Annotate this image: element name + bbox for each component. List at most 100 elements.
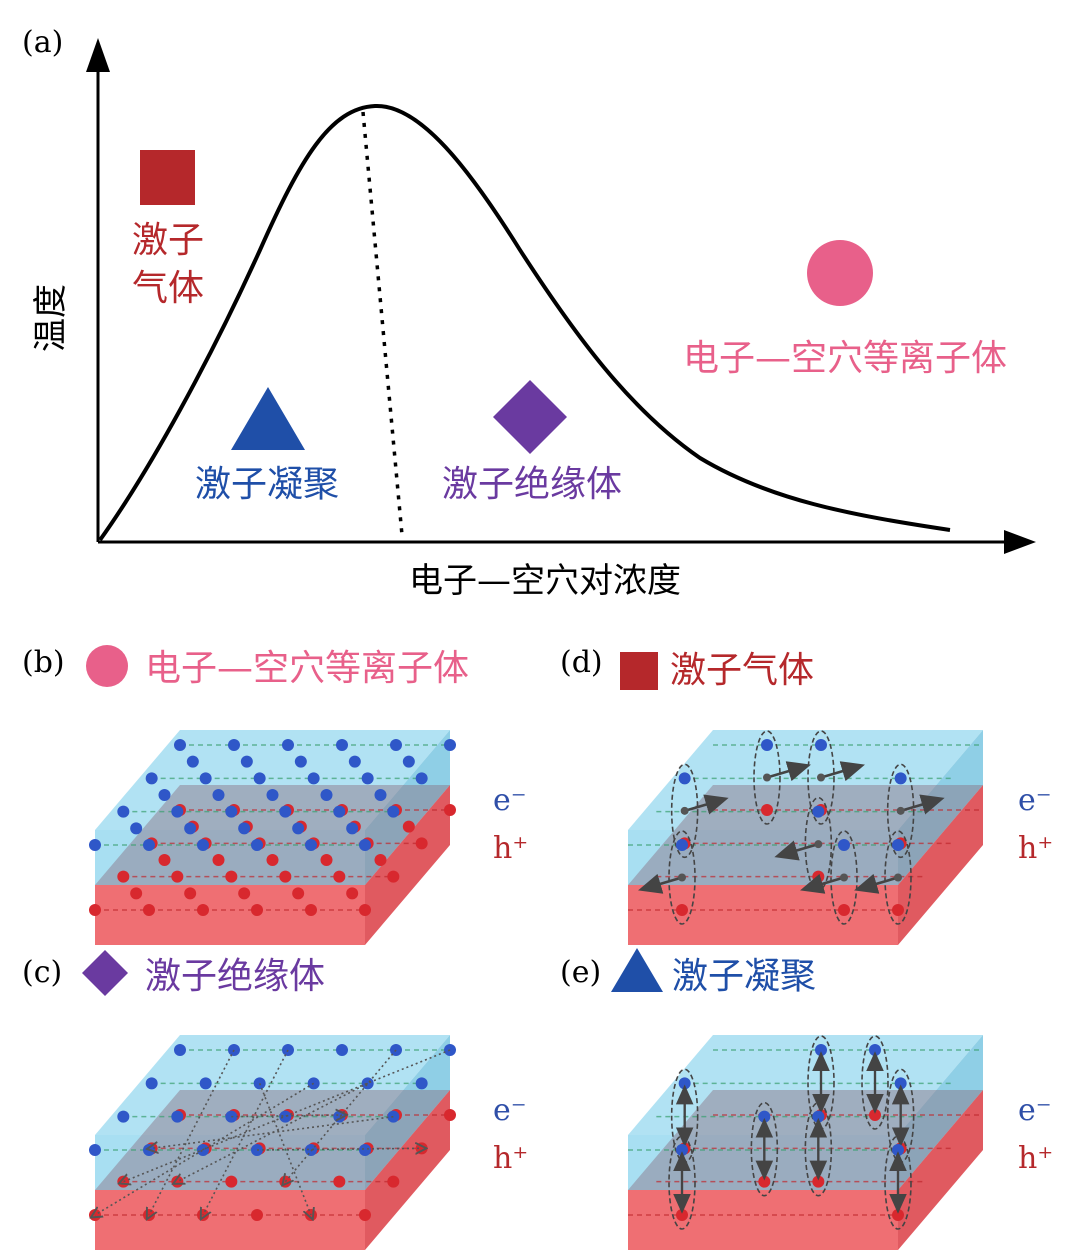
electron-dot <box>894 1077 907 1090</box>
hole-dot <box>444 804 456 816</box>
hole-dot <box>238 887 251 900</box>
electron-dot <box>346 822 359 835</box>
hole-layer-side <box>898 785 983 945</box>
exciton-ellipse <box>753 730 781 825</box>
hole-layer-front <box>628 885 898 945</box>
hole-dot <box>158 854 171 866</box>
hole-dot <box>444 1109 456 1121</box>
electron-dot <box>238 822 251 835</box>
exciton-ellipse <box>670 763 699 859</box>
hole-dot <box>225 870 238 883</box>
panel-c-diamond-icon <box>82 950 128 996</box>
hole-dot <box>225 1175 238 1188</box>
panel-b: (b) 电子—空穴等离子体 e⁻ h⁺ <box>22 645 528 945</box>
hole-dot <box>130 887 143 900</box>
electron-dot <box>145 1077 158 1090</box>
hole-dot <box>758 1175 771 1188</box>
exciton-ellipse <box>886 763 915 859</box>
y-axis-label: 温度 <box>31 284 71 352</box>
electron-dot <box>184 822 197 835</box>
electron-dot <box>305 839 317 851</box>
electron-dot <box>130 822 143 835</box>
motion-arrow <box>820 761 865 782</box>
electron-dot <box>892 1144 904 1156</box>
panel-d-electron-label: e⁻ <box>1018 783 1052 818</box>
electron-dot <box>89 839 101 851</box>
motion-arrow <box>854 873 899 894</box>
hole-dot <box>346 887 359 900</box>
hole-dot <box>838 904 850 916</box>
electron-dot <box>292 822 305 835</box>
motion-arrow <box>638 873 683 894</box>
exciton-ellipse <box>668 1135 696 1230</box>
electron-dot <box>892 839 904 851</box>
exciton-center-dot <box>896 806 905 815</box>
electron-dot <box>761 739 773 751</box>
interaction-arrow <box>152 1115 394 1149</box>
panel-e-bilayer-block <box>628 1035 983 1250</box>
electron-dot <box>415 772 428 785</box>
motion-arrow <box>766 761 811 782</box>
electron-dot <box>359 1144 371 1156</box>
electron-dot <box>171 805 184 818</box>
exciton-ellipse <box>884 1135 912 1230</box>
electron-dot <box>815 1044 827 1056</box>
exciton-ellipse <box>668 830 696 925</box>
exciton-gas-label-line1: 激子 <box>132 220 204 261</box>
electron-dot <box>143 839 155 851</box>
electron-dot <box>758 1110 771 1123</box>
exciton-center-dot <box>678 873 686 882</box>
panel-d-hole-label: h⁺ <box>1018 831 1053 866</box>
electron-dot <box>812 1110 825 1123</box>
electron-dot <box>89 1144 101 1156</box>
electron-dot <box>676 1144 688 1156</box>
exciton-condensate-label: 激子凝聚 <box>195 464 339 505</box>
hole-dot <box>387 1175 400 1188</box>
electron-dot <box>174 739 186 751</box>
panel-d-tag: (d) <box>560 645 603 680</box>
hole-layer-side <box>365 1090 450 1250</box>
electron-dot <box>199 1077 212 1090</box>
hole-dot <box>117 1175 130 1188</box>
hole-dot <box>197 904 209 916</box>
x-axis-label: 电子—空穴对浓度 <box>409 561 681 601</box>
electron-dot <box>212 789 225 801</box>
panel-e-electron-label: e⁻ <box>1018 1093 1052 1128</box>
panel-c-bilayer-block <box>89 1035 456 1250</box>
electron-dot <box>253 772 266 785</box>
phase-divider-line <box>361 111 404 536</box>
hole-dot <box>184 887 197 900</box>
hole-dot <box>251 904 263 916</box>
exciton-insulator-label: 激子绝缘体 <box>442 464 622 505</box>
panel-a-tag: (a) <box>22 25 63 60</box>
eh-plasma-circle-icon <box>807 240 873 306</box>
hole-dot <box>869 1109 881 1121</box>
electron-layer-side <box>365 730 450 885</box>
exciton-center-dot <box>814 840 823 849</box>
electron-dot <box>143 1144 155 1156</box>
motion-arrow <box>684 794 729 815</box>
hole-dot <box>292 887 305 900</box>
electron-dot <box>199 772 212 785</box>
electron-dot <box>294 755 307 768</box>
hole-dot <box>415 837 428 850</box>
hole-dot <box>266 854 279 866</box>
y-axis-arrow-icon <box>86 38 110 72</box>
electron-dot <box>174 1044 186 1056</box>
electron-dot <box>145 772 158 785</box>
panel-c-electron-label: e⁻ <box>493 1093 527 1128</box>
panel-b-circle-icon <box>86 645 128 687</box>
hole-dot <box>89 904 101 916</box>
electron-dot <box>117 805 130 818</box>
eh-plasma-label: 电子—空穴等离子体 <box>683 338 1007 379</box>
interaction-arrow <box>258 1083 311 1215</box>
interaction-arrow <box>149 1049 235 1215</box>
hole-dot <box>212 854 225 866</box>
x-axis-arrow-icon <box>1004 530 1036 554</box>
electron-dot <box>228 739 240 751</box>
electron-dot <box>387 805 400 818</box>
exciton-ellipse <box>861 1035 889 1130</box>
electron-dot <box>348 755 361 768</box>
panel-d-bilayer-block <box>628 730 983 945</box>
